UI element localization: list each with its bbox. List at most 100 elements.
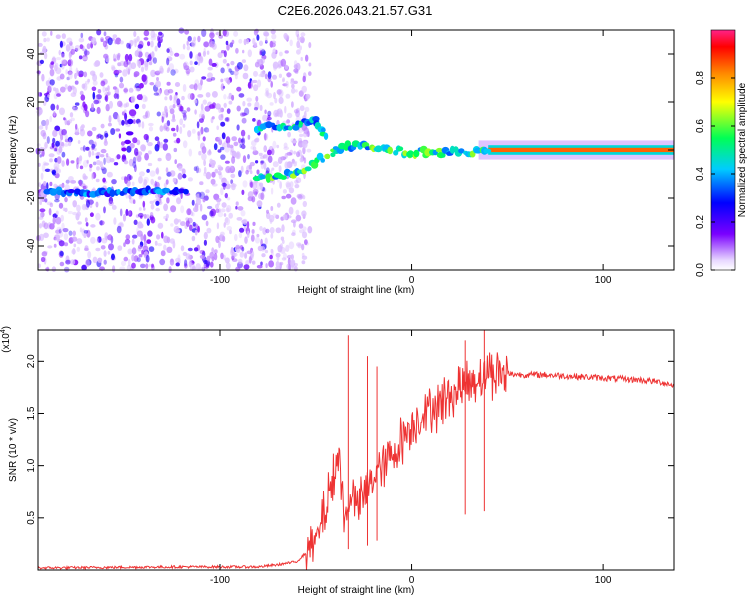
noise-speck [189,84,196,90]
noise-speck [265,167,270,175]
noise-speck [81,203,87,211]
noise-speck [285,93,291,99]
noise-speck [201,76,207,80]
noise-speck [255,61,259,67]
noise-speck [36,143,41,147]
main-trace-upper-blob [287,125,293,131]
noise-speck [91,37,97,45]
noise-speck [220,187,224,196]
noise-speck [111,179,117,185]
noise-speck [140,66,145,73]
noise-speck [211,116,215,120]
main-trace-lower-blob [483,148,492,154]
noise-speck [65,69,68,75]
noise-speck [97,89,102,94]
noise-speck [173,68,179,74]
noise-speck [205,189,210,194]
noise-speck [46,136,50,144]
noise-speck [198,118,204,123]
noise-speck [169,170,176,177]
noise-speck [295,209,300,215]
noise-speck [88,139,94,145]
noise-speck [133,71,140,77]
noise-speck [143,133,149,141]
noise-speck [199,249,205,255]
noise-speck [198,52,202,57]
noise-speck [78,37,85,43]
snr-series-line [37,352,675,571]
noise-speck [119,76,124,83]
noise-speck [194,109,197,115]
noise-speck [98,220,105,226]
noise-speck [182,84,187,92]
noise-speck [280,156,284,162]
spectrogram-ytick-label: -20 [26,190,37,205]
noise-speck [272,48,277,54]
colorbar-tick-label: 0.4 [695,167,706,181]
noise-speck [264,109,267,115]
noise-speck [225,207,230,213]
noise-speck [72,248,76,255]
noise-speck [300,32,306,37]
noise-speck [59,40,64,48]
noise-speck [146,58,150,63]
noise-speck [189,263,195,271]
noise-speck [277,245,283,253]
noise-speck [223,222,226,228]
noise-speck [95,247,101,252]
noise-speck [173,94,178,101]
noise-speck [57,230,64,238]
noise-speck [78,55,83,60]
noise-speck [65,259,71,265]
noise-speck [199,203,203,212]
noise-speck [118,82,125,89]
noise-speck [275,214,280,219]
noise-speck [160,250,166,257]
noise-speck [265,87,270,94]
noise-speck [226,63,230,67]
noise-speck [220,231,225,237]
noise-speck [224,192,228,199]
noise-speck [269,102,274,106]
noise-speck [162,143,168,151]
snr-xtick-label: 100 [595,575,612,586]
noise-speck [269,254,273,260]
noise-speck [187,130,192,138]
noise-speck [121,119,125,126]
noise-speck [41,220,46,228]
noise-speck [197,61,201,66]
noise-speck [38,125,44,130]
noise-speck [82,185,87,190]
noise-speck [271,148,275,156]
noise-speck [247,191,254,199]
snr-xtick-label: 0 [409,575,415,586]
noise-speck [189,93,195,100]
noise-speck [92,72,96,77]
noise-speck [105,153,109,158]
noise-speck [155,200,160,206]
noise-speck [83,175,88,180]
noise-speck [102,177,106,183]
noise-speck [68,71,73,80]
noise-speck [88,150,92,158]
noise-speck [163,123,169,130]
noise-speck [231,182,235,187]
noise-speck [241,189,245,195]
noise-speck [55,237,60,241]
noise-speck [115,128,121,132]
noise-speck [255,182,262,190]
noise-speck [105,94,109,102]
noise-speck [299,105,305,112]
noise-speck [74,45,81,52]
noise-speck [105,103,110,112]
noise-speck [172,104,176,109]
noise-speck [283,142,288,149]
noise-speck [91,172,94,180]
noise-speck [40,211,45,218]
noise-speck [95,212,101,221]
noise-speck [107,85,110,92]
noise-speck [141,121,145,129]
noise-speck [56,104,59,111]
noise-speck [39,208,46,213]
noise-speck [148,246,155,253]
